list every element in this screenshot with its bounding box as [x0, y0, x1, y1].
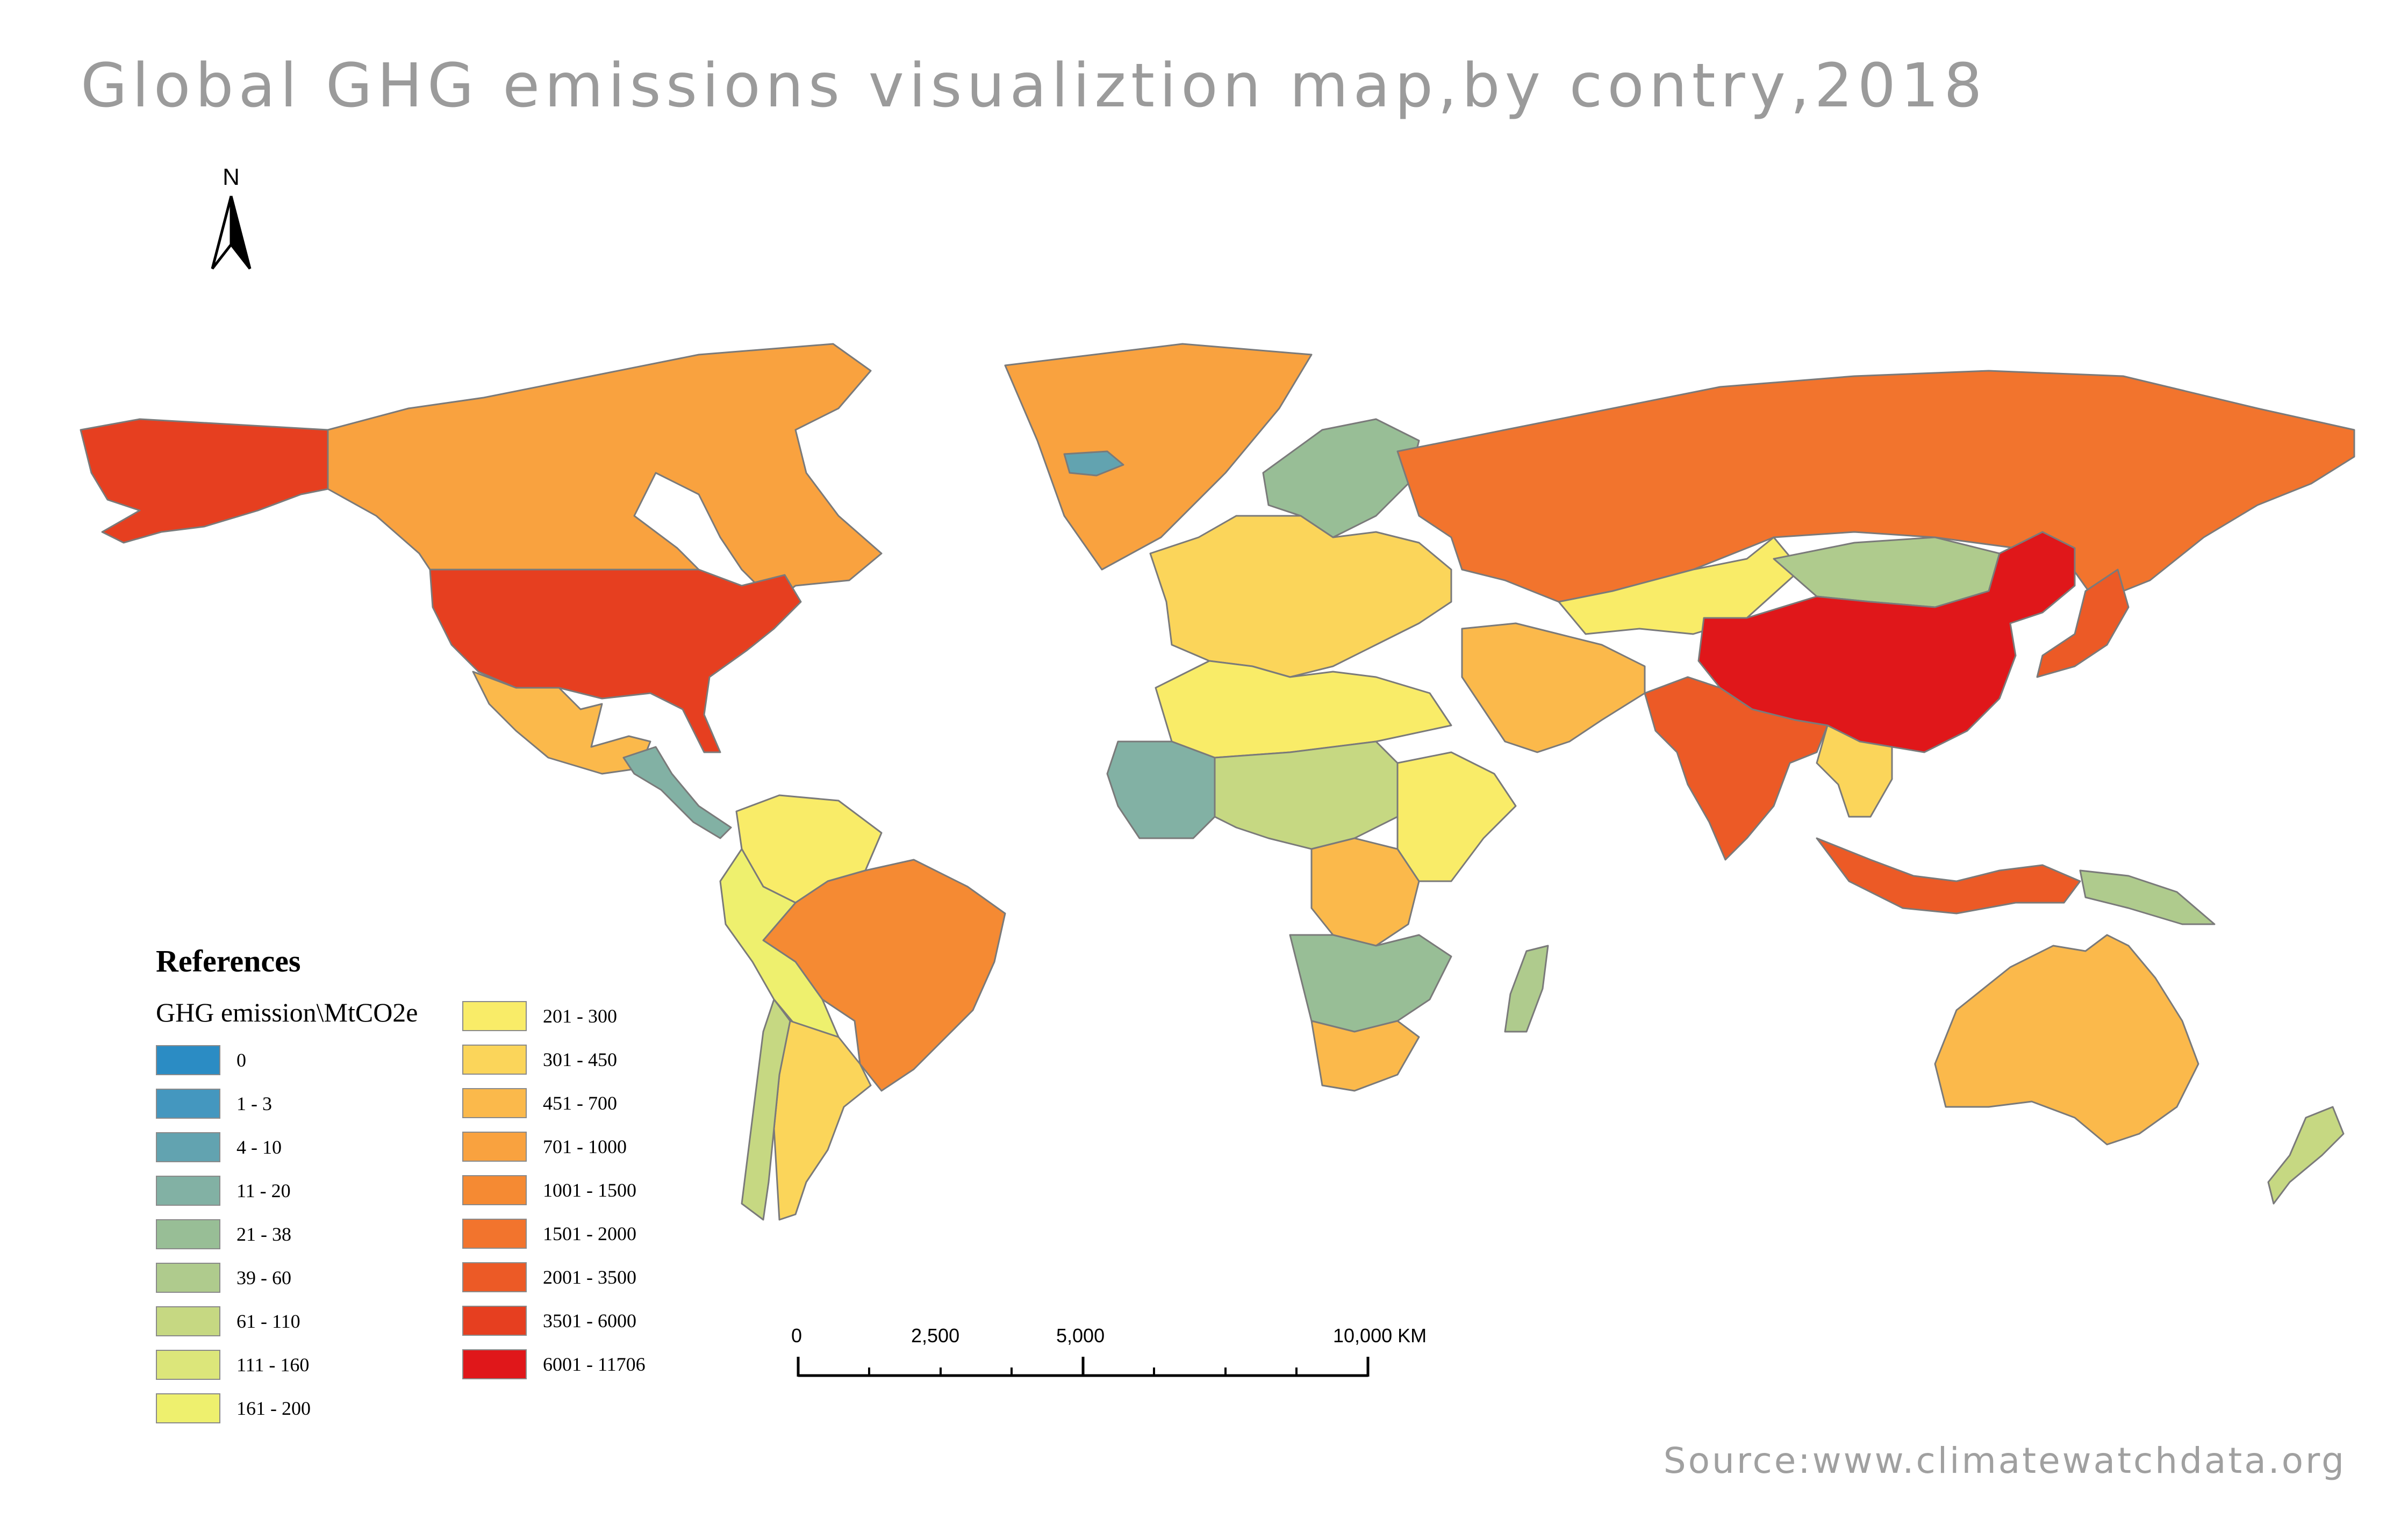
- region-north-africa: [1155, 660, 1452, 759]
- legend-item: 1501 - 2000: [462, 1219, 636, 1249]
- legend-item: 451 - 700: [462, 1088, 617, 1118]
- legend-swatch: [156, 1306, 220, 1336]
- legend-item: 111 - 160: [156, 1350, 309, 1380]
- legend-item: 4 - 10: [156, 1132, 282, 1162]
- region-central-america: [622, 746, 732, 839]
- legend-title: References: [156, 944, 301, 978]
- legend-label: 61 - 110: [236, 1311, 300, 1332]
- legend-swatch: [156, 1089, 220, 1119]
- legend-item: 11 - 20: [156, 1176, 291, 1206]
- map-title: Global GHG emissions visualiztion map,by…: [81, 51, 1987, 121]
- legend-label: 1001 - 1500: [543, 1179, 636, 1201]
- north-arrow-icon: [211, 196, 252, 270]
- legend-label: 1501 - 2000: [543, 1223, 636, 1244]
- legend-swatch: [156, 1393, 220, 1423]
- scale-bar-ruler: [797, 1357, 1370, 1377]
- legend-label: 4 - 10: [236, 1136, 282, 1158]
- legend-item: 21 - 38: [156, 1219, 291, 1249]
- legend-swatch: [156, 1219, 220, 1249]
- legend-item: 701 - 1000: [462, 1132, 627, 1162]
- legend-label: 0: [236, 1049, 246, 1071]
- region-west-africa: [1106, 740, 1216, 839]
- scale-label-0: 0: [791, 1325, 802, 1347]
- region-japan: [2036, 568, 2130, 678]
- region-canada: [327, 343, 883, 603]
- legend-swatch: [462, 1175, 527, 1205]
- region-australia: [1934, 934, 2199, 1146]
- legend-label: 11 - 20: [236, 1180, 291, 1201]
- legend-swatch: [462, 1132, 527, 1162]
- legend-swatch: [462, 1262, 527, 1292]
- region-mongolia: [1773, 536, 2001, 608]
- legend-item: 3501 - 6000: [462, 1306, 636, 1336]
- legend-label: 1 - 3: [236, 1093, 272, 1114]
- region-india: [1644, 676, 1829, 861]
- region-western-europe: [1149, 515, 1452, 678]
- legend-label: 21 - 38: [236, 1223, 291, 1245]
- region-southeast-asia: [1816, 724, 1893, 818]
- legend-swatch: [156, 1045, 220, 1075]
- region-scandinavia: [1262, 418, 1420, 538]
- north-label: N: [223, 164, 240, 190]
- legend-label: 301 - 450: [543, 1049, 617, 1070]
- region-central-africa: [1214, 740, 1409, 850]
- legend-swatch: [462, 1045, 527, 1075]
- region-new-zealand: [2267, 1106, 2345, 1205]
- legend-swatch: [156, 1132, 220, 1162]
- region-dr-congo: [1310, 837, 1420, 947]
- legend-item: 301 - 450: [462, 1045, 617, 1075]
- legend-item: 0: [156, 1045, 246, 1075]
- legend-item: 201 - 300: [462, 1001, 617, 1031]
- legend-item: 6001 - 11706: [462, 1349, 646, 1379]
- legend-swatch: [462, 1306, 527, 1336]
- legend-swatch: [156, 1263, 220, 1293]
- region-east-africa: [1396, 751, 1517, 882]
- legend-swatch: [462, 1219, 527, 1249]
- region-argentina: [773, 1020, 872, 1221]
- legend-subtitle: GHG emission\MtCO2e: [156, 997, 418, 1027]
- legend-item: 1 - 3: [156, 1089, 272, 1119]
- source-credit: Source:www.climatewatchdata.org: [1663, 1440, 2346, 1481]
- legend-swatch: [462, 1349, 527, 1379]
- legend-swatch: [462, 1088, 527, 1118]
- legend-label: 201 - 300: [543, 1005, 617, 1027]
- region-madagascar: [1504, 945, 1549, 1033]
- legend-label: 6001 - 11706: [543, 1354, 646, 1375]
- legend-label: 2001 - 3500: [543, 1266, 636, 1288]
- legend-swatch: [156, 1350, 220, 1380]
- region-united-states: [429, 568, 802, 753]
- scale-label-5000: 5,000: [1056, 1325, 1105, 1347]
- legend-item: 39 - 60: [156, 1263, 291, 1293]
- legend-item: 1001 - 1500: [462, 1175, 636, 1205]
- legend-label: 451 - 700: [543, 1092, 617, 1114]
- region-middle-east: [1461, 622, 1646, 753]
- legend-label: 111 - 160: [236, 1354, 310, 1376]
- region-south-africa: [1310, 1020, 1420, 1092]
- region-iceland: [1063, 450, 1124, 477]
- scale-bar: 0 2,500 5,000 10,000 KM: [791, 1325, 1462, 1389]
- region-southern-africa: [1289, 934, 1452, 1033]
- scale-label-2500: 2,500: [911, 1325, 960, 1347]
- region-chile: [741, 998, 791, 1221]
- north-arrow: N: [207, 164, 255, 271]
- legend-item: 161 - 200: [156, 1393, 311, 1423]
- legend-item: 61 - 110: [156, 1306, 300, 1336]
- legend-label: 39 - 60: [236, 1267, 291, 1289]
- region-indonesia: [1816, 837, 2081, 915]
- legend-item: 2001 - 3500: [462, 1262, 636, 1292]
- legend-swatch: [462, 1001, 527, 1031]
- region-alaska-usa: [80, 418, 329, 544]
- region-mexico: [472, 671, 651, 775]
- legend-label: 701 - 1000: [543, 1136, 627, 1157]
- region-papua-new-guinea: [2079, 869, 2216, 925]
- legend-swatch: [156, 1176, 220, 1206]
- legend-label: 3501 - 6000: [543, 1310, 636, 1332]
- legend-label: 161 - 200: [236, 1398, 311, 1419]
- region-greenland: [1004, 343, 1313, 571]
- scale-label-10000: 10,000 KM: [1333, 1325, 1427, 1347]
